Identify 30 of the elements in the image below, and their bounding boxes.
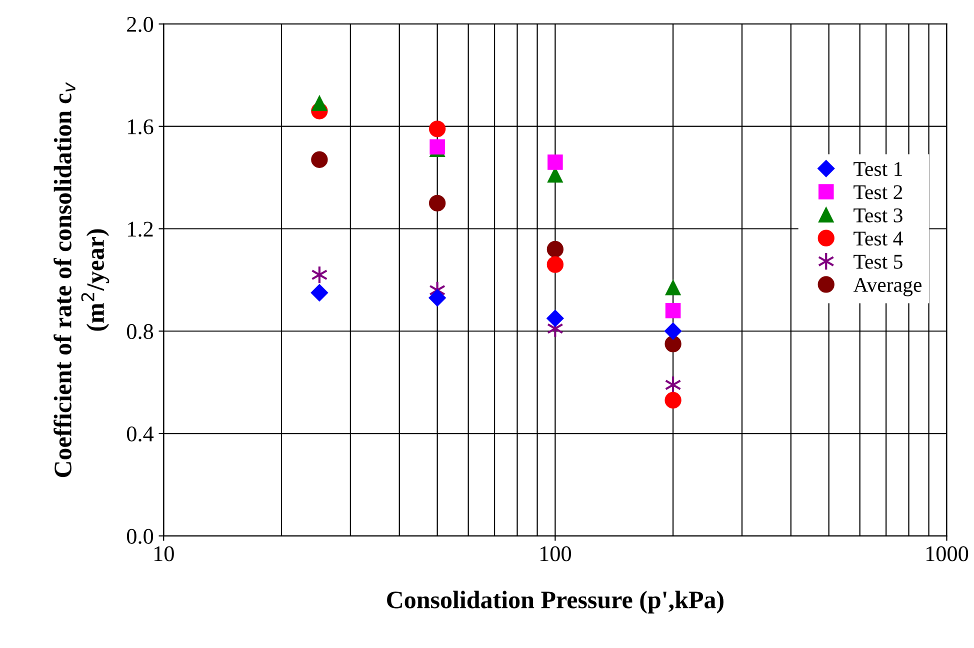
- point: [312, 96, 328, 111]
- point: [664, 392, 682, 409]
- legend-label: Test 3: [854, 208, 902, 222]
- x-tick-label: 100: [540, 546, 571, 562]
- legend-label: Test 2: [854, 185, 902, 200]
- point: [664, 322, 682, 340]
- point: [665, 280, 681, 296]
- point: [664, 336, 682, 352]
- point: [428, 194, 446, 212]
- text: Coefficient of rate of consolidation c$_{v}$ (m$^{2}$/year): [54, 82, 110, 478]
- point: [546, 310, 564, 327]
- x-axis-title: Consolidation Pressure (p',kPa): [387, 590, 724, 614]
- y-tick-label: 1.6: [128, 119, 154, 134]
- y-tick-label: 0.4: [126, 426, 154, 442]
- point: [310, 284, 328, 302]
- point: [311, 151, 328, 168]
- y-tick-label: 1.2: [128, 222, 153, 237]
- legend-label: Average: [853, 278, 922, 296]
- x-tick-label: 1000: [926, 546, 968, 562]
- y-tick-label: 2.0: [127, 16, 154, 32]
- legend-label: Test 5: [854, 254, 902, 269]
- y-tick-label: 0.0: [126, 528, 154, 544]
- point: [428, 120, 446, 138]
- point: [546, 240, 564, 258]
- point: [428, 289, 446, 306]
- y-tick-label: 0.8: [126, 324, 154, 340]
- point: [546, 256, 564, 273]
- legend-label: Test 4: [854, 232, 903, 246]
- legend-label: Test 1: [854, 162, 902, 176]
- x-tick-label: 10: [154, 546, 174, 562]
